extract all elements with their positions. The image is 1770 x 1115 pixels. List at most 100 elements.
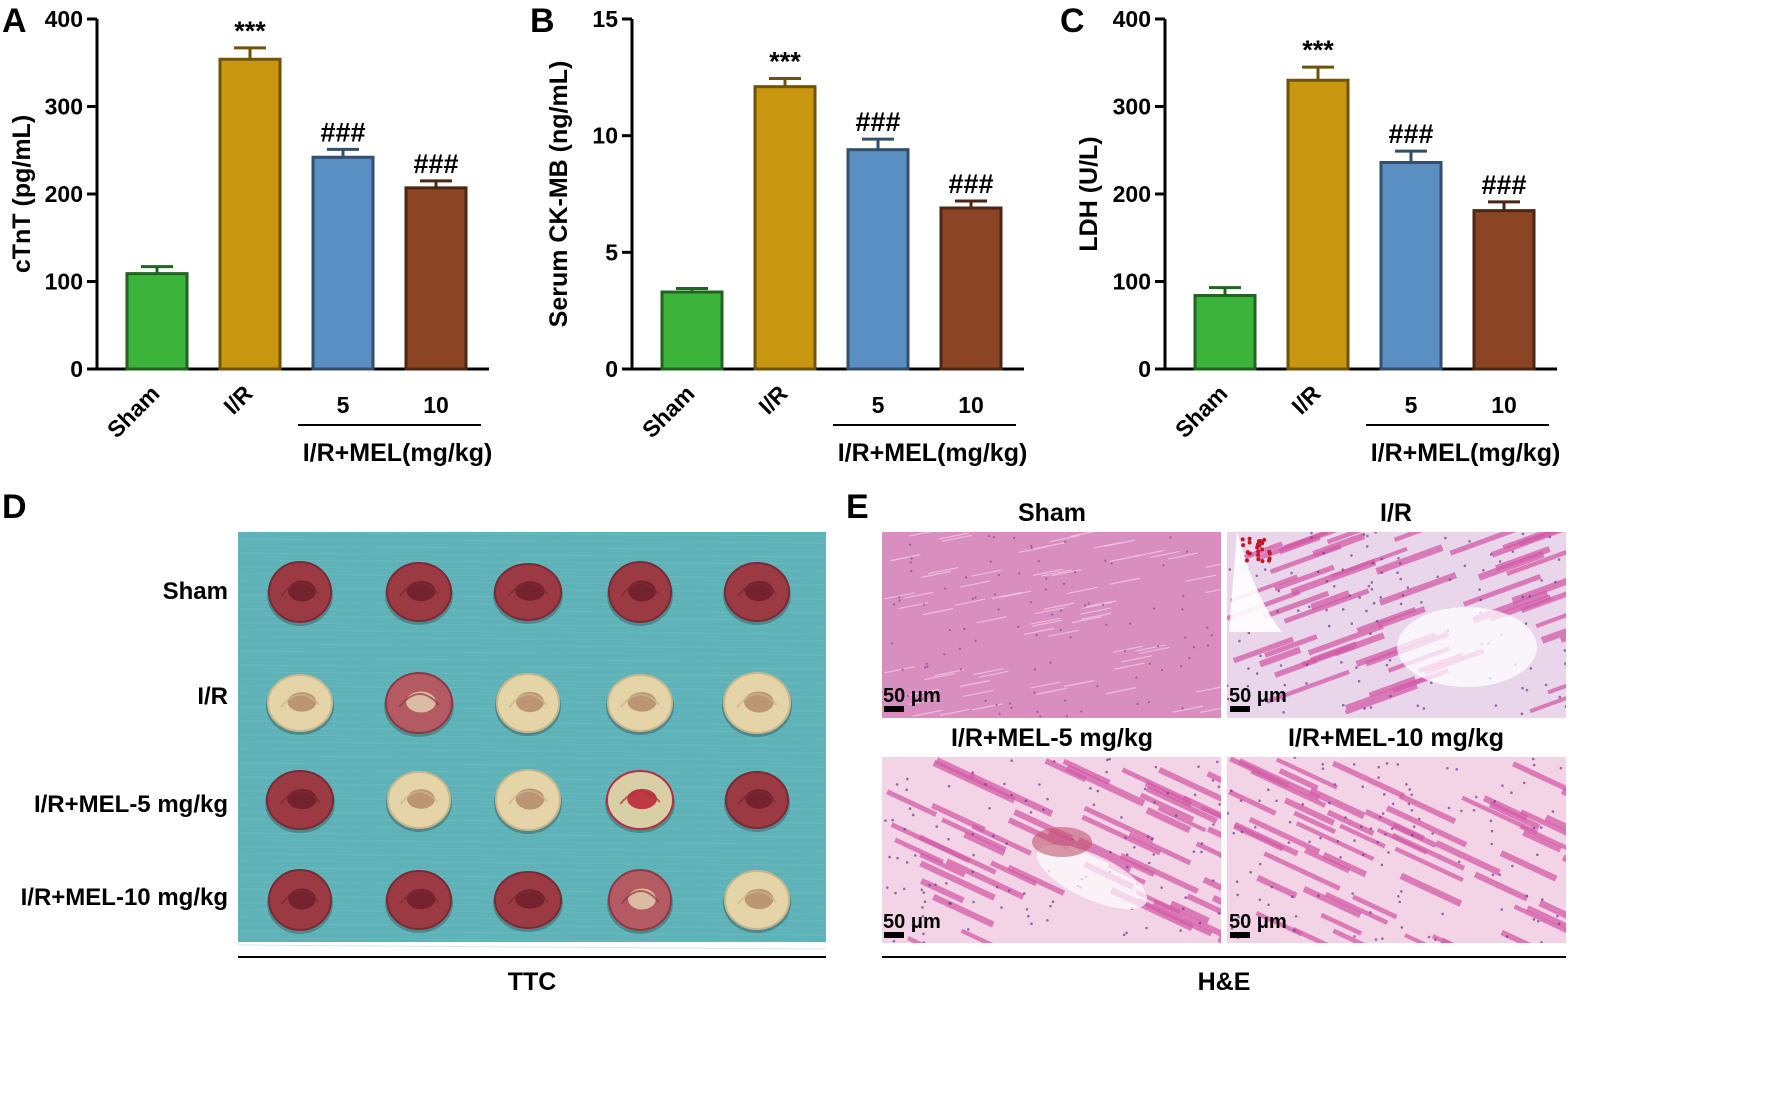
category-label: 5	[872, 392, 885, 418]
he-title-ir: I/R	[1380, 499, 1412, 527]
ttc-row-label-mel5: I/R+MEL-5 mg/kg	[34, 791, 228, 818]
heart-slice	[267, 561, 333, 626]
bar-1	[1286, 78, 1350, 371]
chart-a: A 0 100 200 300 400 cTnT (pg/mL) Sham *** I/R ### 5…	[2, 2, 492, 467]
category-label: 10	[423, 392, 449, 418]
bar-1	[218, 57, 282, 371]
scale-bar-2	[1230, 706, 1250, 712]
category-label: 5	[337, 392, 350, 418]
y-axis-title: Serum CK-MB (ng/mL)	[545, 61, 573, 328]
heart-slice	[267, 869, 333, 934]
scale-text-1: 50 μm	[883, 685, 941, 707]
group-label: I/R+MEL(mg/kg)	[838, 439, 1028, 467]
category-label: I/R	[1286, 380, 1325, 419]
category-label: Sham	[102, 380, 165, 443]
he-image-1	[1227, 532, 1566, 718]
ttc-panel: D Sham I/R I/R+MEL-5 mg/kg I/R+MEL-10 mg…	[2, 488, 827, 996]
category-label: Sham	[637, 380, 700, 443]
heart-slice	[607, 869, 673, 934]
heart-slice	[384, 672, 454, 737]
y-axis-title: LDH (U/L)	[1075, 136, 1103, 251]
significance-label: ###	[855, 107, 900, 137]
y-axis-title: cTnT (pg/mL)	[8, 115, 36, 273]
significance-label: ###	[320, 117, 365, 147]
he-image-2	[882, 757, 1221, 943]
heart-slice	[493, 871, 563, 932]
he-title-sham: Sham	[1018, 499, 1086, 527]
he-micrographs	[882, 532, 1566, 943]
heart-slice	[724, 771, 790, 832]
bar-3	[404, 186, 468, 371]
y-tick-label: 400	[1113, 6, 1151, 32]
he-image-3	[1227, 757, 1566, 943]
significance-label: ###	[1388, 119, 1433, 149]
heart-slice	[723, 870, 791, 933]
heart-slice	[493, 563, 563, 624]
heart-slice	[605, 770, 675, 833]
heart-slice	[385, 870, 453, 933]
y-tick-label: 100	[45, 269, 83, 295]
category-label: I/R	[218, 380, 257, 419]
ttc-row-labels: Sham I/R I/R+MEL-5 mg/kg I/R+MEL-10 mg/k…	[21, 578, 228, 911]
heart-slice	[494, 769, 562, 834]
he-title-mel10: I/R+MEL-10 mg/kg	[1288, 724, 1504, 752]
panel-letter-d: D	[2, 488, 27, 526]
y-tick-label: 200	[45, 181, 83, 207]
y-tick-label: 5	[605, 239, 618, 265]
panel-letter-b: B	[530, 2, 555, 40]
group-label: I/R+MEL(mg/kg)	[303, 439, 493, 467]
panel-letter-e: E	[846, 488, 869, 526]
chart-c: C 0 100 200 300 400 LDH (U/L) Sham *** I/R ### 5 ###…	[1060, 2, 1560, 467]
heart-slice	[606, 674, 674, 735]
he-panel: E Sham I/R I/R+MEL-5 mg/kg I/R+MEL-10 mg…	[846, 488, 1566, 996]
significance-label: ***	[1302, 35, 1334, 65]
heart-slice	[495, 673, 561, 736]
heart-slice	[385, 562, 453, 625]
he-scale-labels: 50 μm 50 μm 50 μm 50 μm	[883, 685, 1287, 938]
bar-0	[125, 272, 189, 371]
heart-slice	[722, 672, 792, 737]
category-label: 10	[1491, 392, 1517, 418]
ttc-row-label-mel10: I/R+MEL-10 mg/kg	[21, 884, 228, 911]
category-label: 10	[958, 392, 984, 418]
y-tick-label: 15	[592, 6, 618, 32]
scale-text-3: 50 μm	[883, 911, 941, 933]
significance-label: ###	[948, 169, 993, 199]
panel-letter-a: A	[2, 2, 27, 40]
ttc-heart-slices	[265, 561, 792, 934]
bar-0	[1193, 294, 1257, 371]
bar-2	[846, 148, 910, 371]
ttc-row-label-ir: I/R	[197, 683, 228, 710]
significance-label: ###	[413, 149, 458, 179]
he-bottom-label: H&E	[1198, 968, 1251, 996]
scale-text-2: 50 μm	[1229, 685, 1287, 707]
he-image-0	[882, 532, 1221, 718]
y-tick-label: 0	[605, 356, 618, 382]
category-label: I/R	[753, 380, 792, 419]
scale-bar-3	[884, 932, 904, 938]
y-tick-label: 300	[45, 94, 83, 120]
heart-slice	[266, 674, 334, 735]
heart-slice	[386, 771, 452, 832]
y-tick-label: 0	[70, 356, 83, 382]
bar-2	[311, 155, 375, 371]
category-label: 5	[1405, 392, 1418, 418]
panel-letter-c: C	[1060, 2, 1085, 40]
scale-text-4: 50 μm	[1229, 911, 1287, 933]
significance-label: ***	[769, 47, 801, 77]
y-tick-label: 400	[45, 6, 83, 32]
heart-slice	[265, 770, 335, 833]
ttc-row-label-sham: Sham	[163, 578, 228, 605]
he-title-mel5: I/R+MEL-5 mg/kg	[951, 724, 1153, 752]
scale-bar-1	[884, 706, 904, 712]
group-label: I/R+MEL(mg/kg)	[1371, 439, 1561, 467]
bar-0	[660, 290, 724, 371]
bar-3	[1472, 209, 1536, 371]
bar-1	[753, 85, 817, 371]
ttc-bottom-label: TTC	[508, 968, 557, 996]
heart-slice	[607, 561, 673, 626]
bar-3	[939, 206, 1003, 371]
y-tick-label: 0	[1138, 356, 1151, 382]
